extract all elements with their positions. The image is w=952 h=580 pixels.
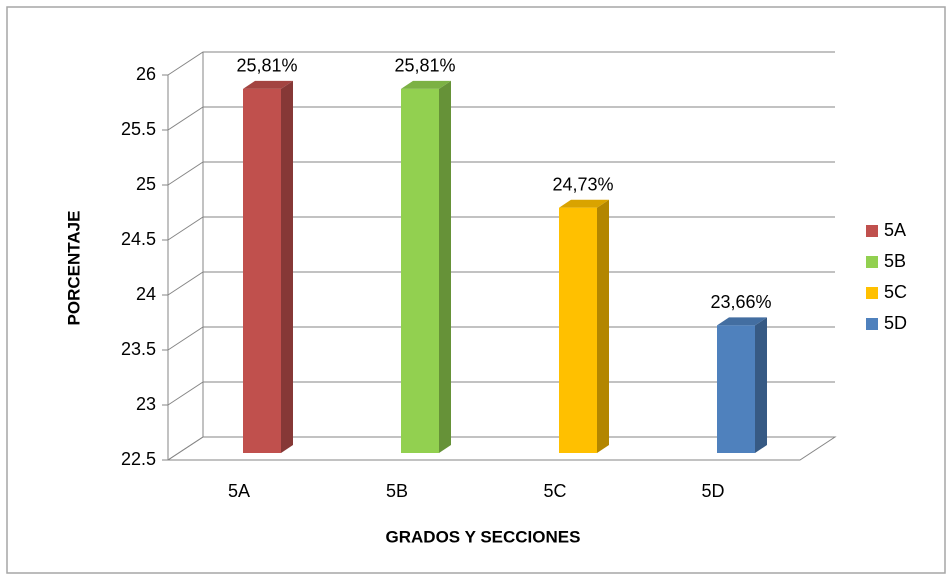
y-tick-label: 25.5	[121, 119, 156, 139]
bar-top	[243, 80, 293, 89]
legend-swatch	[866, 318, 878, 330]
bar-top	[717, 317, 767, 326]
legend-label: 5D	[884, 313, 907, 333]
grid-line	[167, 271, 835, 296]
y-tick-label: 24	[136, 284, 156, 304]
grid-line	[167, 326, 835, 351]
grid-line	[167, 106, 835, 131]
legend-label: 5B	[884, 251, 906, 271]
bar-side	[281, 80, 293, 454]
bar	[401, 88, 439, 454]
grid-line	[167, 436, 835, 461]
grid-line	[167, 216, 835, 241]
data-label: 25,81%	[236, 56, 297, 76]
x-tick-label: 5C	[543, 481, 566, 501]
x-tick-label: 5D	[701, 481, 724, 501]
bar-top	[401, 80, 451, 89]
x-tick-label: 5A	[228, 481, 250, 501]
bar	[717, 325, 755, 453]
bar-side	[439, 80, 451, 454]
bar-side	[597, 199, 609, 453]
legend-swatch	[866, 256, 878, 268]
bar	[243, 88, 281, 454]
y-tick-label: 23	[136, 394, 156, 414]
grid-line	[167, 381, 835, 406]
bar-top	[559, 199, 609, 208]
legend-swatch	[866, 225, 878, 237]
grid-line	[167, 161, 835, 186]
bar	[559, 207, 597, 453]
x-tick-label: 5B	[386, 481, 408, 501]
x-axis-label: GRADOS Y SECCIONES	[386, 527, 581, 546]
data-label: 23,66%	[710, 292, 771, 312]
y-tick-label: 25	[136, 174, 156, 194]
data-label: 25,81%	[394, 56, 455, 76]
legend-label: 5A	[884, 220, 906, 240]
y-tick-label: 26	[136, 64, 156, 84]
y-tick-label: 24.5	[121, 229, 156, 249]
legend-label: 5C	[884, 282, 907, 302]
bar-side	[755, 317, 767, 453]
data-label: 24,73%	[552, 174, 613, 194]
legend-swatch	[866, 287, 878, 299]
chart-border	[6, 6, 946, 574]
y-axis-label: PORCENTAJE	[64, 211, 83, 326]
y-tick-label: 22.5	[121, 449, 156, 469]
grid-line	[167, 51, 835, 76]
y-tick-label: 23.5	[121, 339, 156, 359]
